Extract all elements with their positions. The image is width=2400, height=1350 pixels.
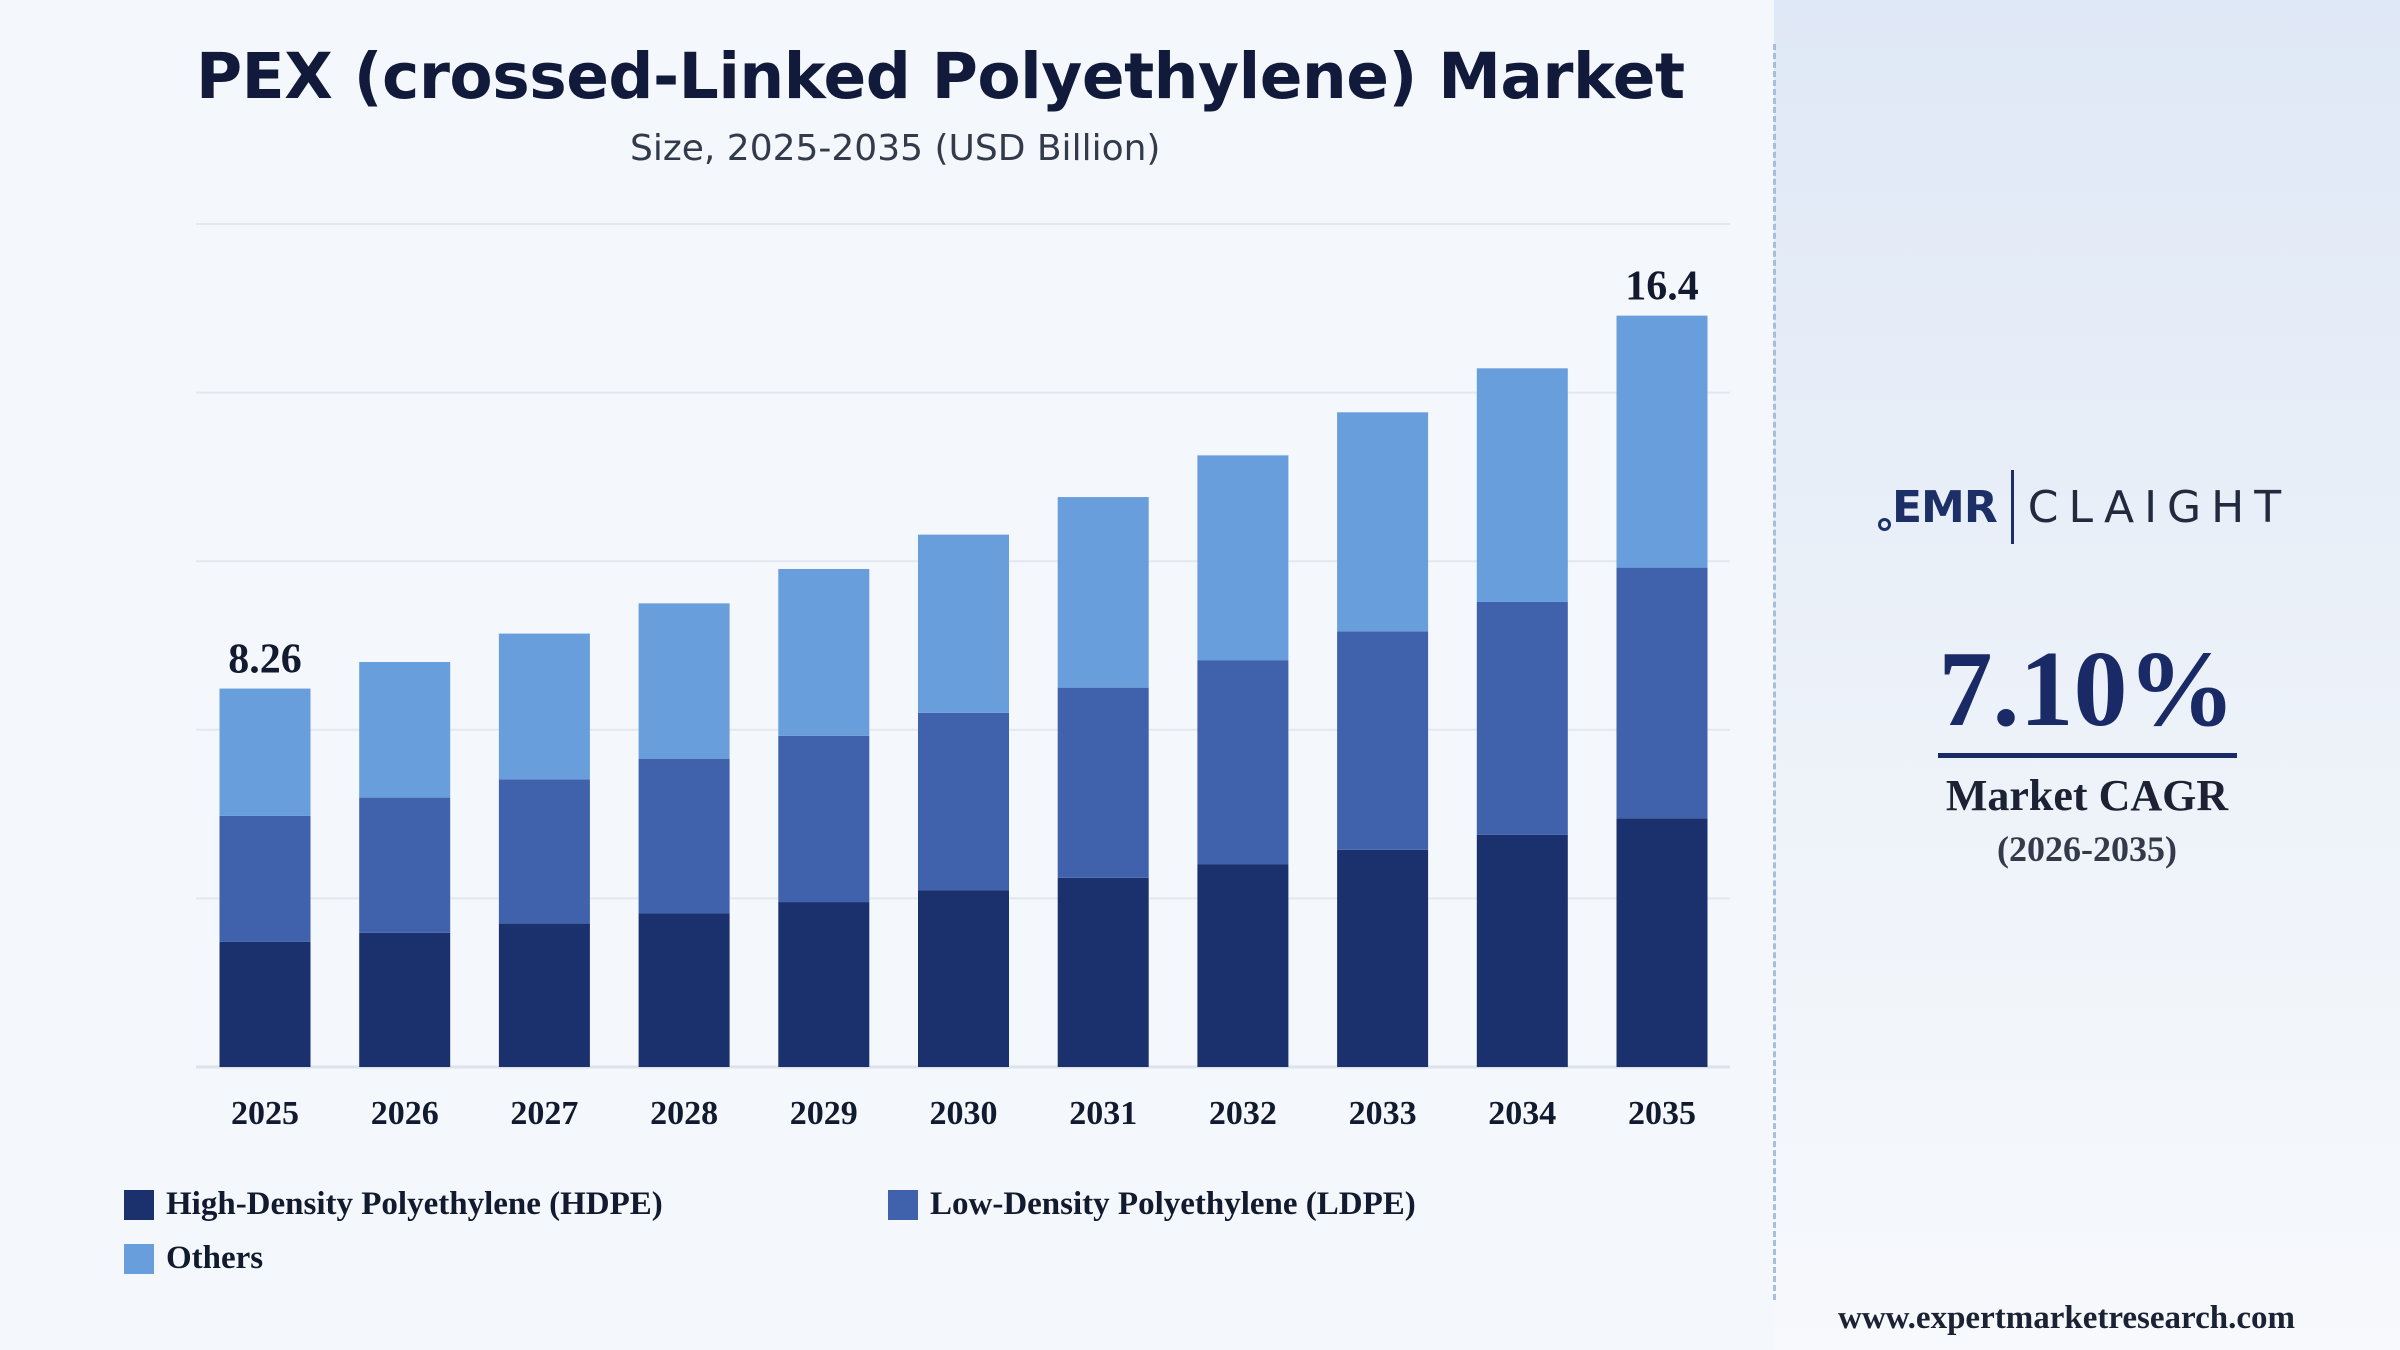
bar-segment-2035-hdpe bbox=[1616, 818, 1708, 1067]
cagr-period: (2026-2035) bbox=[1997, 829, 2177, 869]
x-tick-label: 2035 bbox=[1628, 1095, 1696, 1132]
bar-segment-2027-ldpe bbox=[498, 779, 590, 924]
legend-swatch bbox=[888, 1189, 918, 1220]
x-tick-label: 2029 bbox=[790, 1095, 858, 1132]
x-tick-label: 2032 bbox=[1209, 1095, 1277, 1132]
bar-segment-2030-ldpe bbox=[918, 712, 1009, 891]
bar-segment-2032-others bbox=[1197, 455, 1289, 661]
logo-ring-icon bbox=[1878, 517, 1891, 531]
data-label: 8.26 bbox=[228, 637, 302, 683]
x-tick-label: 2031 bbox=[1069, 1095, 1137, 1132]
bar-segment-2035-ldpe bbox=[1616, 567, 1708, 819]
x-tick-label: 2034 bbox=[1488, 1095, 1556, 1132]
bar-segment-2031-others bbox=[1057, 497, 1149, 688]
bar-segment-2032-ldpe bbox=[1197, 660, 1289, 865]
bar-segment-2032-hdpe bbox=[1197, 864, 1289, 1067]
bar-segment-2034-hdpe bbox=[1476, 834, 1568, 1067]
bar-segment-2026-ldpe bbox=[359, 797, 451, 933]
data-label: 16.4 bbox=[1625, 264, 1699, 310]
bar-segment-2033-others bbox=[1337, 412, 1429, 632]
bar-segment-2035-others bbox=[1616, 315, 1708, 568]
legend-swatch bbox=[124, 1243, 154, 1274]
chart-title: PEX (crossed-Linked Polyethylene) Market bbox=[196, 40, 1685, 113]
bar-segment-2031-hdpe bbox=[1057, 877, 1149, 1067]
bar-segment-2025-hdpe bbox=[219, 941, 311, 1067]
panel-divider bbox=[1773, 44, 1776, 1300]
x-tick-label: 2028 bbox=[650, 1095, 718, 1132]
bar-segment-2025-ldpe bbox=[219, 815, 311, 942]
legend-item: Low-Density Polyethylene (LDPE) bbox=[888, 1186, 1416, 1223]
bar-segment-2031-ldpe bbox=[1057, 687, 1149, 878]
company-logo: EMR CLAIGHT bbox=[1878, 470, 2292, 544]
bar-segment-2034-others bbox=[1476, 368, 1568, 602]
bar-segment-2029-ldpe bbox=[778, 735, 870, 903]
legend-label: Low-Density Polyethylene (LDPE) bbox=[930, 1186, 1416, 1222]
bar-segment-2030-hdpe bbox=[918, 890, 1009, 1067]
website-url: www.expertmarketresearch.com bbox=[1838, 1300, 2295, 1336]
legend-item: Others bbox=[124, 1240, 263, 1277]
x-tick-label: 2026 bbox=[371, 1095, 439, 1132]
logo-separator bbox=[2010, 470, 2014, 544]
bar-segment-2030-others bbox=[918, 534, 1009, 713]
bar-segment-2027-hdpe bbox=[498, 923, 590, 1067]
bar-segment-2025-others bbox=[219, 688, 311, 816]
bar-segment-2027-others bbox=[498, 633, 590, 780]
bar-segment-2033-hdpe bbox=[1337, 849, 1429, 1067]
bar-segment-2026-others bbox=[359, 661, 451, 798]
legend-label: High-Density Polyethylene (HDPE) bbox=[166, 1186, 663, 1222]
bar-segment-2028-hdpe bbox=[638, 913, 730, 1067]
legend-label: Others bbox=[166, 1240, 264, 1276]
x-tick-label: 2027 bbox=[510, 1095, 578, 1132]
bar-segment-2028-others bbox=[638, 603, 730, 759]
bar-segment-2029-hdpe bbox=[778, 902, 870, 1067]
bar-segment-2034-ldpe bbox=[1476, 601, 1568, 835]
logo-emr: EMR bbox=[1878, 481, 1998, 533]
stacked-bar-chart: 2025 2026 2027 2028 2029 2030 2031 2032 2033 2034… bbox=[196, 223, 1730, 1132]
logo-emr-text: EMR bbox=[1892, 481, 1998, 533]
legend-swatch bbox=[124, 1189, 154, 1220]
legend-item: High-Density Polyethylene (HDPE) bbox=[124, 1186, 663, 1223]
cagr-underline bbox=[1938, 753, 2237, 758]
x-tick-label: 2030 bbox=[930, 1095, 998, 1132]
cagr-value: 7.10% bbox=[1938, 630, 2236, 749]
bar-segment-2028-ldpe bbox=[638, 758, 730, 914]
x-tick-label: 2025 bbox=[231, 1095, 299, 1132]
bar-segment-2033-ldpe bbox=[1337, 631, 1429, 850]
cagr-label: Market CAGR bbox=[1945, 771, 2229, 820]
side-panel bbox=[1774, 0, 2400, 1350]
bar-segment-2029-others bbox=[778, 568, 870, 736]
bar-segment-2026-hdpe bbox=[359, 932, 451, 1067]
x-tick-label: 2033 bbox=[1349, 1095, 1417, 1132]
logo-claight-text: CLAIGHT bbox=[2027, 481, 2292, 533]
chart-subtitle: Size, 2025-2035 (USD Billion) bbox=[630, 128, 1161, 169]
